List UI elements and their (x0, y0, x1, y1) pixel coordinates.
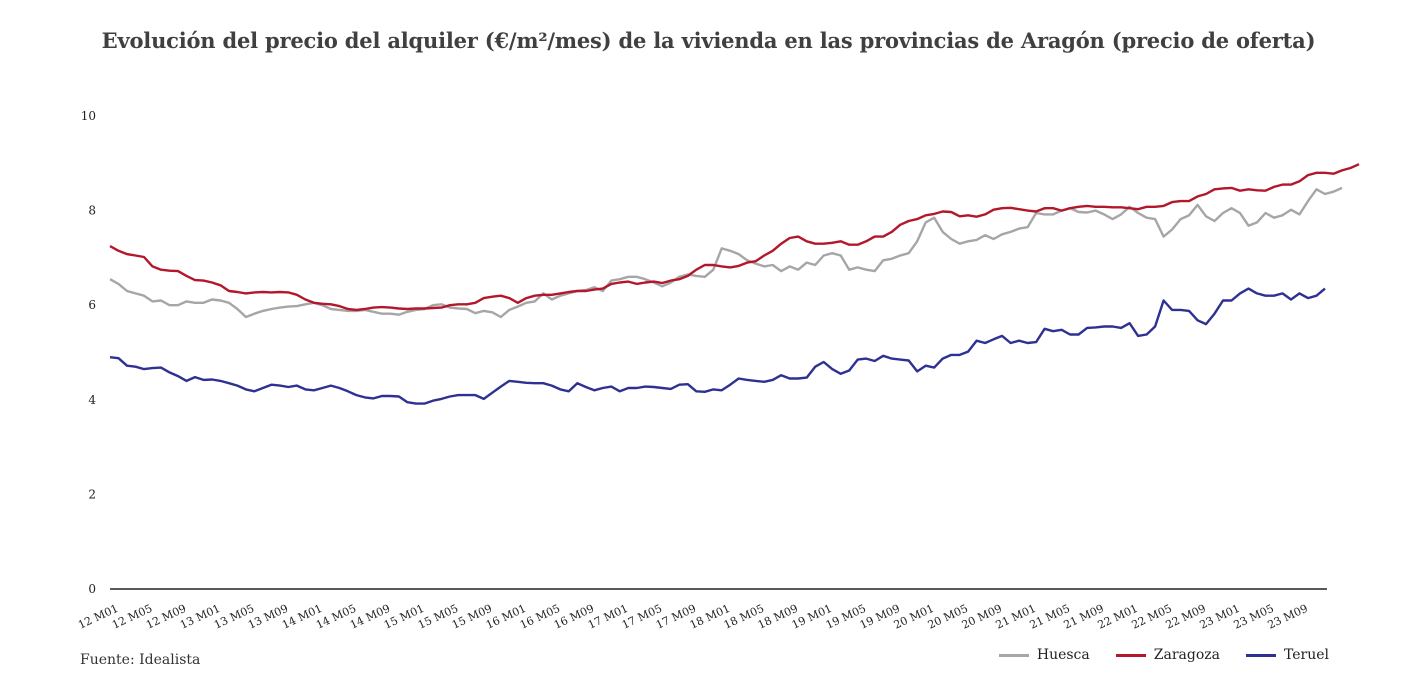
series-line-zaragoza (109, 163, 1360, 312)
y-tick-label: 8 (88, 204, 96, 218)
legend-swatch-zaragoza (1115, 653, 1146, 657)
legend-item-zaragoza: Zaragoza (1115, 647, 1220, 663)
series-lines (109, 163, 1360, 405)
y-tick-label: 6 (88, 298, 96, 312)
y-tick-label: 0 (88, 582, 96, 596)
series-line-teruel (109, 287, 1326, 405)
legend-label-teruel: Teruel (1283, 647, 1329, 663)
y-tick-label: 2 (88, 487, 96, 501)
chart-title: Evolución del precio del alquiler (€/m²/… (101, 28, 1316, 53)
legend-label-huesca: Huesca (1036, 647, 1090, 663)
legend: Huesca Zaragoza Teruel (998, 647, 1329, 663)
source-note: Fuente: Idealista (80, 652, 201, 668)
y-axis-ticks: 0 2 4 6 8 10 (81, 109, 97, 596)
legend-swatch-teruel (1245, 653, 1276, 657)
legend-item-huesca: Huesca (998, 647, 1090, 663)
y-tick-label: 4 (88, 393, 96, 407)
legend-swatch-huesca (998, 653, 1029, 657)
legend-label-zaragoza: Zaragoza (1153, 647, 1220, 663)
y-tick-label: 10 (81, 109, 96, 123)
legend-item-teruel: Teruel (1245, 647, 1329, 663)
